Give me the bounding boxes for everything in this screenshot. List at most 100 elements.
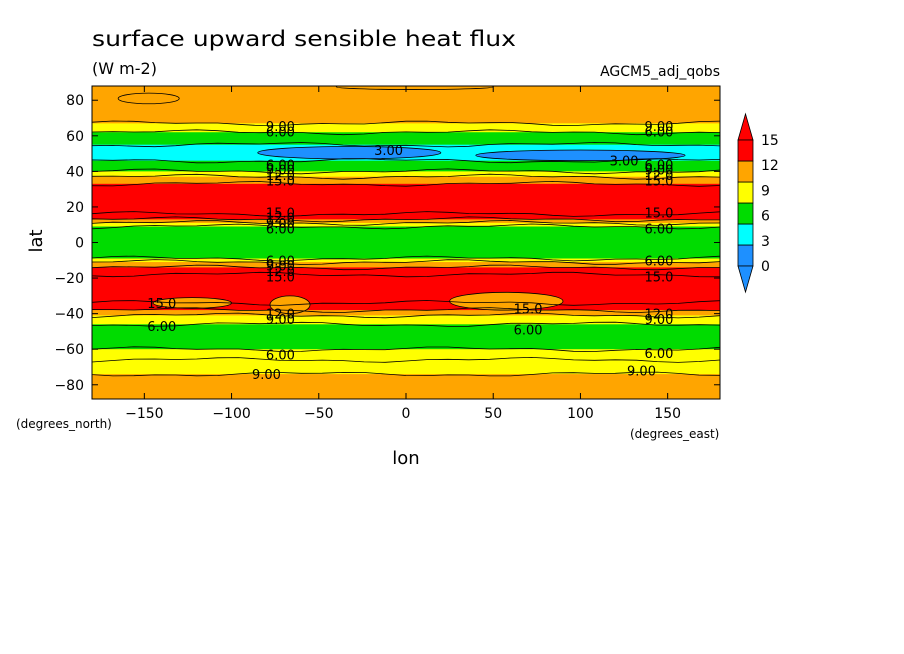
contour-label: 3.00 — [610, 155, 639, 170]
contour-line — [92, 158, 720, 164]
contour-label: 15.0 — [266, 174, 295, 189]
contour-region — [257, 146, 442, 160]
contour-label: 6.00 — [514, 324, 543, 339]
colorbar-label: 15 — [761, 133, 779, 149]
contour-label: 15.0 — [266, 270, 295, 285]
colorbar-swatch — [737, 223, 754, 246]
zonal-band — [92, 324, 720, 350]
contour-line — [92, 307, 720, 314]
y-axis-label: lat — [26, 229, 47, 252]
contour-region — [117, 92, 180, 105]
contour-label: 15.0 — [514, 302, 543, 317]
contour-label: 9.00 — [644, 313, 673, 328]
x-axis: −150 −100 −50 0 50 100 150 — [125, 86, 681, 422]
contour-label: 9.00 — [627, 365, 656, 380]
zonal-band — [92, 349, 720, 361]
contour-label: 6.00 — [266, 222, 295, 237]
contour-line — [92, 371, 720, 377]
contour-line — [92, 271, 720, 278]
contour-label: 9.00 — [644, 164, 673, 179]
contour-label: 6.00 — [644, 222, 673, 237]
contour-region — [449, 291, 564, 311]
x-tick-label: 150 — [654, 406, 681, 422]
contour-line — [92, 321, 720, 327]
contour-line — [92, 259, 720, 265]
contour-line — [92, 264, 720, 271]
contour-label: 12.0 — [266, 265, 295, 280]
y-tick-label: −80 — [54, 378, 84, 394]
zonal-band — [92, 123, 720, 133]
colorbar-swatch — [737, 139, 754, 162]
zonal-band — [92, 226, 720, 260]
contour-label: 15.0 — [644, 174, 673, 189]
zonal-band — [92, 310, 720, 317]
contour-label: 15.0 — [644, 206, 673, 221]
contour-line — [92, 255, 720, 262]
colorbar-extend-min — [737, 265, 754, 294]
contour-label: 6.00 — [266, 125, 295, 140]
contour-label: 6.00 — [147, 320, 176, 335]
y-axis-units: (degrees_north) — [16, 417, 112, 431]
contour-line — [92, 220, 720, 226]
colorbar-label: 6 — [761, 209, 770, 225]
plot-area: 9.006.00 9.006.003.003.006.00 6.009.00 9.00… — [91, 85, 721, 400]
contour-line — [92, 346, 720, 352]
contour-region — [475, 149, 686, 162]
colorbar-swatch — [737, 160, 754, 183]
contour-label: 9.00 — [266, 260, 295, 275]
zonal-band — [92, 302, 720, 311]
y-tick-label: 20 — [66, 200, 84, 216]
contour-line — [92, 173, 720, 180]
x-axis-label: lon — [392, 448, 419, 469]
contour-label: 6.00 — [644, 158, 673, 173]
contour-label: 9.00 — [266, 164, 295, 179]
contour-label: 3.00 — [374, 144, 403, 159]
zonal-band — [92, 258, 720, 263]
y-tick-label: 0 — [75, 236, 84, 252]
contour-label: 6.00 — [266, 254, 295, 269]
zonal-band — [92, 86, 720, 124]
x-tick-label: −50 — [304, 406, 334, 422]
contour-line — [92, 120, 720, 127]
contour-label: 9.00 — [266, 313, 295, 328]
contour-label: 9.00 — [266, 120, 295, 135]
contour-label: 9.00 — [252, 368, 281, 383]
y-tick-label: −40 — [54, 307, 84, 323]
x-tick-label: −150 — [125, 406, 163, 422]
contour-region — [335, 86, 494, 90]
contour-line — [92, 141, 720, 148]
zonal-band — [92, 160, 720, 172]
contour-label: 6.00 — [266, 349, 295, 364]
x-tick-label: 0 — [402, 406, 411, 422]
zonal-band — [92, 171, 720, 178]
contour-line — [92, 312, 720, 319]
contour-label: 15.0 — [266, 206, 295, 221]
contour-label: 6.00 — [266, 158, 295, 173]
y-tick-label: −20 — [54, 271, 84, 287]
contour-label: 6.00 — [644, 347, 673, 362]
contour-label: 12.0 — [266, 308, 295, 323]
contour-label: 9.00 — [266, 217, 295, 232]
contour-label: 6.00 — [644, 254, 673, 269]
colorbar-swatch — [737, 181, 754, 204]
x-tick-label: 100 — [567, 406, 594, 422]
zonal-band — [92, 267, 720, 276]
contour-label: 6.00 — [644, 125, 673, 140]
dataset-label: AGCM5_adj_qobs — [600, 64, 720, 80]
contour-label: 12.0 — [644, 169, 673, 184]
colorbar-swatch — [737, 244, 754, 267]
colorbar-swatch — [737, 202, 754, 225]
y-tick-label: 60 — [66, 129, 84, 145]
x-axis-units: (degrees_east) — [630, 427, 719, 441]
chart-title: surface upward sensible heat flux — [92, 27, 516, 51]
contour-line — [92, 211, 720, 217]
colorbar-label: 12 — [761, 158, 779, 174]
y-tick-label: 40 — [66, 164, 84, 180]
contour-line — [92, 300, 720, 306]
chart-units: (W m-2) — [92, 59, 157, 78]
contour-label: 12.0 — [266, 212, 295, 227]
zonal-band — [92, 359, 720, 375]
zonal-band — [92, 222, 720, 228]
colorbar-label: 3 — [761, 234, 770, 250]
contour-label: 12.0 — [266, 169, 295, 184]
